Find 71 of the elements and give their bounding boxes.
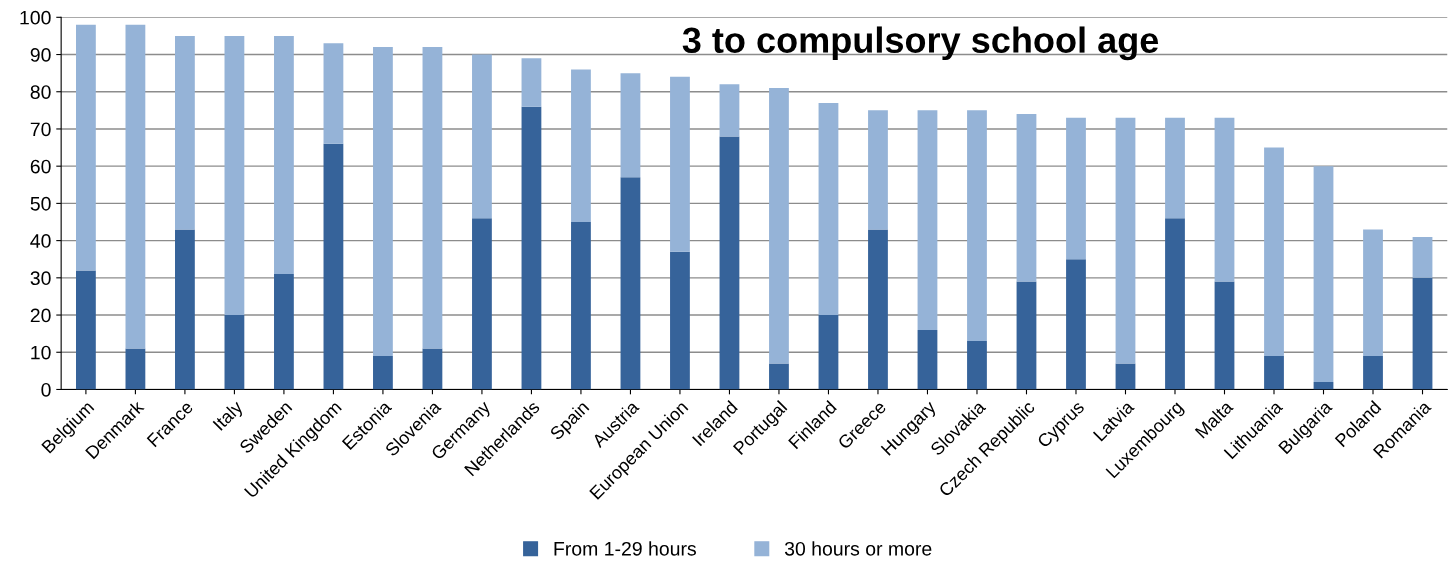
x-tick-label: Italy: [212, 399, 247, 434]
bar: [670, 76, 690, 252]
bar: [769, 88, 789, 364]
y-tick-label: 60: [30, 159, 51, 174]
bar: [472, 54, 492, 219]
bar: [1363, 355, 1383, 390]
y-tick-label: 30: [30, 271, 51, 286]
bar: [323, 43, 344, 144]
bar: [175, 229, 195, 390]
bar: [868, 110, 888, 230]
bar: [373, 355, 393, 390]
bar: [274, 274, 294, 390]
y-tick-label: 40: [30, 234, 51, 248]
bar: [472, 218, 492, 390]
y-tick-label: 80: [30, 85, 51, 99]
bar: [1313, 166, 1334, 383]
bar: [670, 251, 690, 390]
bar: [1165, 117, 1185, 219]
y-tick-label: 90: [30, 47, 51, 62]
bar: [1264, 147, 1284, 356]
bar: [1214, 117, 1235, 282]
bar: [719, 84, 740, 137]
y-tick-label: 20: [30, 308, 51, 323]
bar: [1016, 114, 1037, 282]
bar: [818, 315, 839, 390]
bar: [76, 24, 96, 271]
bar: [224, 35, 245, 316]
bar: [422, 348, 443, 390]
bar: [274, 35, 294, 275]
bar: [422, 47, 443, 349]
bar: [868, 229, 888, 390]
bar: [1066, 117, 1086, 260]
y-tick-label: 100: [20, 10, 51, 25]
bar: [1412, 277, 1433, 390]
bar: [620, 177, 641, 390]
bar: [125, 24, 146, 349]
y-tick-label: 50: [30, 196, 51, 211]
bar: [917, 329, 938, 390]
chart-title: 3 to compulsory school age: [682, 26, 1159, 61]
bar: [1214, 281, 1235, 390]
bar: [1412, 236, 1433, 278]
bar: [175, 35, 195, 230]
bar: [1165, 218, 1185, 390]
bar: [769, 363, 789, 390]
legend-label: From 1-29 hours: [554, 541, 696, 556]
bar: [571, 69, 591, 222]
bar: [571, 222, 591, 390]
bar: [1115, 363, 1136, 390]
bar: [818, 102, 839, 316]
bar: [917, 110, 938, 330]
bar: [967, 110, 987, 342]
bar: [719, 136, 740, 390]
bar: [1264, 355, 1284, 390]
bar: [1016, 281, 1037, 390]
bar: [521, 58, 542, 107]
y-tick-label: 10: [31, 345, 51, 360]
y-tick-label: 0: [41, 382, 51, 397]
bar: [323, 143, 344, 390]
bar: [1363, 229, 1383, 356]
bar: [125, 348, 146, 390]
y-tick-label: 70: [30, 122, 51, 137]
bar: [76, 270, 96, 390]
bar: [620, 73, 641, 178]
bar: [1313, 382, 1334, 390]
legend-label: 30 hours or more: [784, 541, 932, 556]
bar: [1066, 259, 1086, 390]
bar: [967, 341, 987, 390]
bar: [1115, 117, 1136, 364]
bar: [224, 315, 245, 390]
bar: [373, 47, 393, 356]
bar: [521, 106, 542, 390]
